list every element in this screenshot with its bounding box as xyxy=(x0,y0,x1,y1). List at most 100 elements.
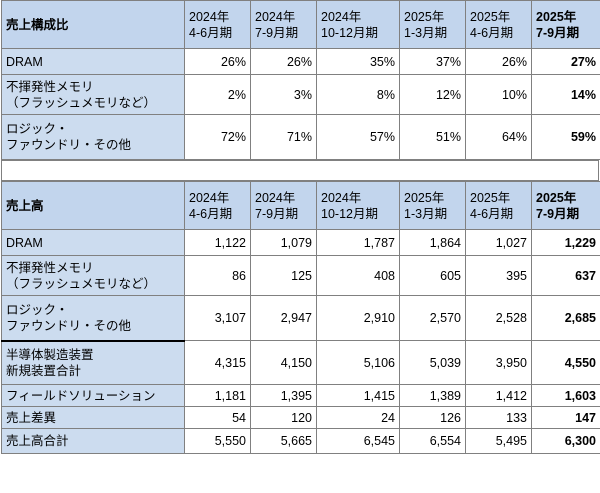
data-cell: 10% xyxy=(465,74,532,115)
table-row: 不揮発性メモリ （フラッシュメモリなど） 2% 3% 8% 12% 10% 14% xyxy=(1,74,600,115)
data-cell: 37% xyxy=(399,48,466,75)
row-label: DRAM xyxy=(1,48,185,75)
row-label-line1: ロジック・ xyxy=(6,122,69,136)
data-cell: 5,665 xyxy=(250,428,317,454)
spacer-row xyxy=(1,160,599,181)
table-row: ロジック・ ファウンドリ・その他 72% 71% 57% 51% 64% 59% xyxy=(1,114,600,160)
row-label-line2: ファウンドリ・その他 xyxy=(6,138,132,152)
data-cell-latest: 59% xyxy=(531,114,600,160)
table-row: 半導体製造装置 新規装置合計 4,315 4,150 5,106 5,039 3,… xyxy=(1,339,600,385)
data-cell: 395 xyxy=(465,255,532,296)
data-cell: 605 xyxy=(399,255,466,296)
column-header-year: 2025年 xyxy=(536,9,577,24)
column-header-year: 2024年 xyxy=(255,9,296,24)
table-title: 売上高 xyxy=(1,181,185,230)
column-header-period: 4-6月期 xyxy=(470,206,514,221)
row-label: 不揮発性メモリ （フラッシュメモリなど） xyxy=(1,255,185,296)
column-header-latest: 2025年 7-9月期 xyxy=(531,0,600,49)
data-cell: 72% xyxy=(184,114,251,160)
data-cell: 54 xyxy=(184,406,251,429)
data-cell: 1,181 xyxy=(184,384,251,407)
row-label-line1: 不揮発性メモリ xyxy=(6,260,94,275)
data-cell: 24 xyxy=(316,406,400,429)
data-cell: 6,554 xyxy=(399,428,466,454)
data-cell: 1,079 xyxy=(250,229,317,256)
data-cell: 51% xyxy=(399,114,466,160)
data-cell: 2,570 xyxy=(399,295,466,341)
data-cell-latest: 147 xyxy=(531,406,600,429)
data-cell: 5,039 xyxy=(399,340,466,385)
column-header-year: 2024年 xyxy=(321,9,362,24)
table-row: 売上差異 54 120 24 126 133 147 xyxy=(1,406,600,429)
row-label: DRAM xyxy=(1,229,185,256)
data-cell: 3% xyxy=(250,74,317,115)
row-label-line2: 新規装置合計 xyxy=(6,363,82,378)
data-cell-latest: 2,685 xyxy=(531,295,600,341)
row-label: ロジック・ファウンドリ・その他 xyxy=(1,114,185,160)
column-header-year: 2024年 xyxy=(189,9,230,24)
data-cell: 5,550 xyxy=(184,428,251,454)
data-cell: 8% xyxy=(316,74,400,115)
column-header-period: 10-12月期 xyxy=(321,25,378,40)
data-cell: 126 xyxy=(399,406,466,429)
data-cell: 125 xyxy=(250,255,317,296)
row-label: フィールドソリューション xyxy=(1,384,185,407)
data-cell: 1,412 xyxy=(465,384,532,407)
table-sales-composition-ratio: 売上構成比 2024年 4-6月期 2024年 7-9月期 2024年 10-12月期… xyxy=(1,0,600,160)
column-header-year: 2025年 xyxy=(536,190,577,205)
column-header-year: 2025年 xyxy=(470,190,511,205)
table-net-sales: 売上高 2024年 4-6月期 2024年 7-9月期 2024年 10-12月期 2… xyxy=(1,181,600,454)
column-header-year: 2024年 xyxy=(255,190,296,205)
table-header-row: 売上高 2024年 4-6月期 2024年 7-9月期 2024年 10-12月期 2… xyxy=(1,181,600,230)
column-header-year: 2024年 xyxy=(189,190,230,205)
column-header: 2025年 4-6月期 xyxy=(465,0,532,49)
data-cell: 3,107 xyxy=(184,295,251,341)
data-cell: 86 xyxy=(184,255,251,296)
table-row: DRAM 1,122 1,079 1,787 1,864 1,027 1,229 xyxy=(1,229,600,256)
data-cell-latest: 1,229 xyxy=(531,229,600,256)
data-cell-latest: 1,603 xyxy=(531,384,600,407)
data-cell: 1,415 xyxy=(316,384,400,407)
data-cell: 1,389 xyxy=(399,384,466,407)
table-header-row: 売上構成比 2024年 4-6月期 2024年 7-9月期 2024年 10-12月期… xyxy=(1,0,600,49)
row-label-line1: 売上差異 xyxy=(6,410,57,425)
data-cell: 2,528 xyxy=(465,295,532,341)
data-cell-latest: 637 xyxy=(531,255,600,296)
column-header-year: 2024年 xyxy=(321,190,362,205)
table-gap-spacer xyxy=(1,160,599,181)
table-row: DRAM 26% 26% 35% 37% 26% 27% xyxy=(1,48,600,75)
column-header-period: 7-9月期 xyxy=(255,206,299,221)
data-cell: 71% xyxy=(250,114,317,160)
row-label-line1: 半導体製造装置 xyxy=(6,347,94,362)
column-header-period: 4-6月期 xyxy=(189,206,233,221)
data-cell: 64% xyxy=(465,114,532,160)
row-label-line2: ファウンドリ・その他 xyxy=(6,318,132,333)
spreadsheet-sheet: 売上構成比 2024年 4-6月期 2024年 7-9月期 2024年 10-12月期… xyxy=(1,0,600,454)
row-label-total: 売上高合計 xyxy=(1,428,185,454)
column-header: 2025年 4-6月期 xyxy=(465,181,532,230)
row-label-line2: （フラッシュメモリなど） xyxy=(6,95,157,110)
row-label-line1: フィールドソリューション xyxy=(6,388,156,403)
table-row: フィールドソリューション 1,181 1,395 1,415 1,389 1,4… xyxy=(1,384,600,407)
row-label-line1: 不揮発性メモリ xyxy=(6,79,94,94)
data-cell: 1,864 xyxy=(399,229,466,256)
data-cell: 2% xyxy=(184,74,251,115)
data-cell: 35% xyxy=(316,48,400,75)
column-header-period: 7-9月期 xyxy=(536,206,580,221)
data-cell: 26% xyxy=(250,48,317,75)
data-cell: 26% xyxy=(184,48,251,75)
column-header: 2024年 7-9月期 xyxy=(250,181,317,230)
data-cell: 1,787 xyxy=(316,229,400,256)
data-cell: 6,545 xyxy=(316,428,400,454)
row-label: 半導体製造装置 新規装置合計 xyxy=(1,339,185,385)
table-row: ロジック・ ファウンドリ・その他 3,107 2,947 2,910 2,570 … xyxy=(1,295,600,341)
data-cell: 2,910 xyxy=(316,295,400,341)
data-cell: 26% xyxy=(465,48,532,75)
data-cell: 2,947 xyxy=(250,295,317,341)
row-label-line1: DRAM xyxy=(6,235,43,250)
data-cell: 120 xyxy=(250,406,317,429)
column-header-period: 10-12月期 xyxy=(321,206,378,221)
column-header-year: 2025年 xyxy=(404,190,445,205)
data-cell: 133 xyxy=(465,406,532,429)
data-cell-latest: 14% xyxy=(531,74,600,115)
